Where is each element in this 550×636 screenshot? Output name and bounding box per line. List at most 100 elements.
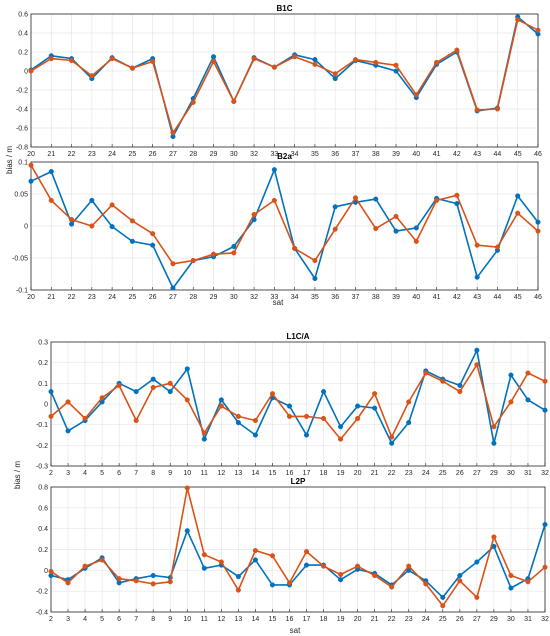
chart1-ytick-label: 0.4 — [18, 31, 28, 38]
chart1-xtick-label: 27 — [169, 151, 177, 158]
chart3-series-2-point — [65, 399, 71, 405]
chart4-series-2-point — [201, 552, 207, 558]
chart4-xtick-label: 4 — [83, 616, 87, 623]
chart1-ytick-label: -0.6 — [16, 126, 28, 133]
chart4-series-2-point — [406, 563, 412, 569]
chart3-series-2-point — [133, 417, 139, 424]
chart4-series-2-point — [48, 568, 54, 574]
chart2-series-2-point — [190, 258, 196, 264]
chart2-xtick-label: 36 — [331, 294, 339, 301]
chart4-xtick-label: 11 — [201, 616, 208, 623]
chart1-ytick-label: 0 — [24, 69, 28, 76]
chart4-xtick-label: 16 — [286, 616, 294, 623]
chart3-xtick-label: 9 — [168, 470, 172, 477]
chart1-series-2-point — [413, 92, 419, 98]
chart3-xtick-label: 21 — [371, 470, 379, 477]
chart3-series-2-point — [269, 391, 275, 397]
chart4-series-1-point — [235, 574, 241, 580]
chart2-xtick-label: 42 — [453, 294, 461, 301]
chart3-series-1-point — [389, 440, 395, 446]
chart4-xtick-label: 26 — [456, 616, 464, 623]
chart4-xtick-label: 21 — [371, 616, 379, 623]
chart4-series-1-point — [440, 594, 446, 600]
chart2-xtick-label: 26 — [149, 294, 157, 301]
chart1-xtick-label: 29 — [210, 151, 218, 158]
chart3-xtick-label: 8 — [151, 470, 155, 477]
chart2-xtick-label: 44 — [494, 294, 502, 301]
chart3-series-1-point — [355, 403, 361, 409]
chart3-series-1-point — [133, 389, 139, 395]
chart4-series-2-point — [508, 572, 514, 579]
xlabel-top: sat — [273, 298, 284, 307]
chart2-series-2-point — [393, 213, 399, 219]
chart4-series-2-point — [218, 559, 224, 565]
chart2-xtick-label: 20 — [27, 294, 35, 301]
chart1-series-2-point — [292, 54, 298, 60]
chart2-series-1-point — [129, 238, 135, 244]
chart3-ytick-label: 0.3 — [38, 340, 48, 347]
chart4-ytick-label: 0.2 — [38, 547, 48, 554]
chart2-series-1-point — [515, 193, 521, 199]
chart2-xtick-label: 23 — [88, 294, 96, 301]
chart3-series-2-point — [321, 415, 327, 422]
chart4-series-2-point — [355, 563, 361, 569]
chart3-series-2-point — [150, 384, 156, 391]
chart4-xtick-label: 25 — [439, 616, 447, 623]
chart4-xtick-label: 12 — [217, 616, 225, 623]
chart4-xtick-label: 24 — [422, 616, 430, 623]
chart3-xtick-label: 4 — [83, 470, 87, 477]
chart3-series-1-point — [150, 376, 156, 382]
chart3-series-2-point — [235, 413, 241, 419]
chart1-series-2-point — [48, 56, 54, 62]
chart3-xtick-label: 15 — [269, 470, 277, 477]
chart2-series-1-point — [454, 201, 460, 207]
chart4-series-2-point — [184, 485, 190, 491]
chart1-series-2-line — [30, 18, 539, 134]
chart3-series-1-line — [50, 349, 546, 445]
chart1-series-2-point — [454, 47, 460, 53]
chart4-xtick-label: 13 — [234, 616, 242, 623]
chart1-xtick-label: 40 — [412, 151, 420, 158]
chart3-series-2-point — [286, 413, 293, 419]
chart2-xtick-label: 43 — [473, 294, 481, 301]
chart2-series-2-point — [109, 202, 115, 208]
chart1-series-2-point — [393, 62, 399, 68]
chart1-axes-box — [30, 13, 539, 148]
chart4-series-2-point — [372, 572, 378, 579]
chart3-series-1-point — [338, 424, 344, 430]
chart3-series-1-point — [65, 428, 71, 434]
chart2-series-2-point — [210, 251, 217, 257]
chart4-series-2-point — [338, 571, 344, 578]
chart3-series-1-point — [48, 389, 54, 395]
chart1-series-2-point — [332, 71, 338, 77]
chart1-series-2-point — [28, 68, 34, 74]
chart2-ytick-label: -0.05 — [12, 256, 28, 263]
chart2-series-2-point — [535, 228, 541, 234]
chart2-series-2-point — [231, 250, 237, 256]
chart3-series-2-point — [167, 380, 173, 386]
chart2-xtick-label: 27 — [169, 294, 177, 301]
chart1-series-2-point — [271, 64, 277, 70]
chart3-title: L1C/A — [286, 332, 309, 341]
chart4-ytick-label: 0.4 — [38, 526, 48, 533]
chart2-series-2-point — [48, 197, 54, 203]
chart3-xtick-label: 7 — [134, 470, 138, 477]
chart2-series-1-point — [373, 196, 379, 202]
chart4-series-2-point — [457, 578, 463, 584]
chart2-series-1-point — [170, 285, 176, 291]
chart2-ytick-label: -0.1 — [16, 288, 28, 295]
chart1-xtick-label: 32 — [250, 151, 258, 158]
chart3-xtick-label: 3 — [66, 470, 70, 477]
chart3-series-1-point — [218, 397, 224, 403]
chart1-series-2-point — [251, 56, 257, 62]
chart4-series-1-point — [252, 557, 258, 563]
chart2-series-2-line — [30, 164, 539, 265]
chart2-ytick-label: 0 — [24, 224, 28, 231]
chart4-ytick-label: -0.2 — [36, 589, 48, 596]
chart1-series-2-point — [535, 27, 541, 33]
chart2-series-2-point — [312, 258, 318, 264]
chart2-series-2-point — [89, 223, 95, 229]
chart2-xtick-label: 37 — [352, 294, 360, 301]
chart4-axes-box — [50, 486, 546, 613]
chart3-xtick-label: 29 — [490, 470, 498, 477]
